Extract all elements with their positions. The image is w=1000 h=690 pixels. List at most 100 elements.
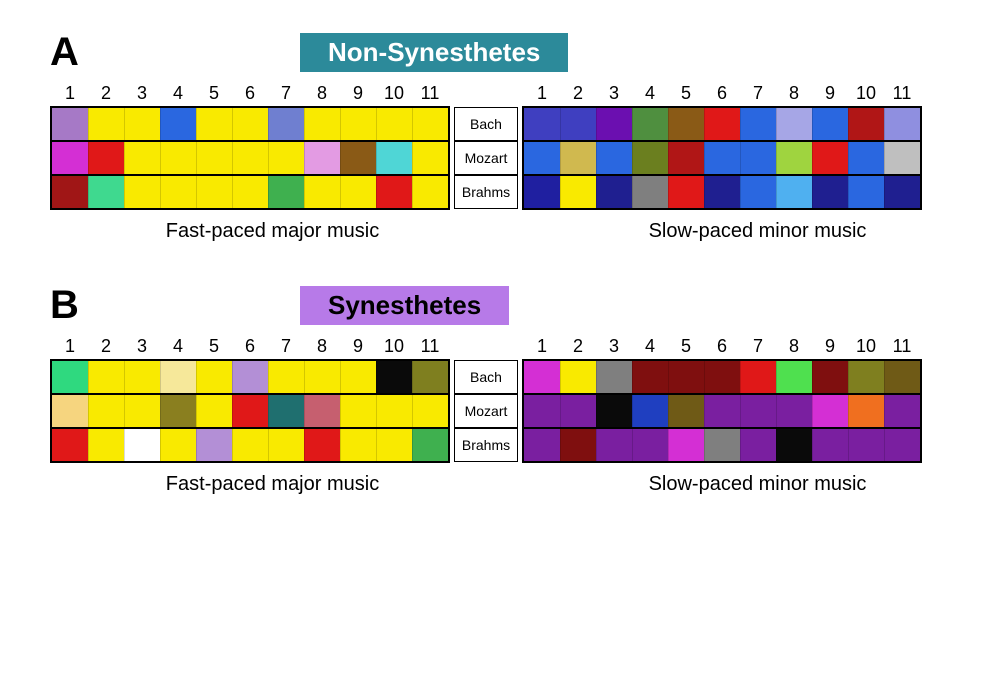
color-cell — [160, 429, 196, 461]
color-cell — [376, 176, 412, 208]
column-number: 6 — [232, 336, 268, 357]
composer-label: Bach — [454, 107, 518, 141]
color-cell — [884, 142, 920, 174]
color-cell — [232, 108, 268, 140]
color-cell — [632, 142, 668, 174]
color-cell — [376, 361, 412, 393]
color-row — [524, 361, 920, 393]
column-number: 3 — [124, 336, 160, 357]
color-cell — [848, 429, 884, 461]
panel-B: BSynesthetes1234567891011BachMozartBrahm… — [50, 283, 950, 496]
color-cell — [560, 176, 596, 208]
color-cell — [268, 142, 304, 174]
color-cell — [632, 108, 668, 140]
color-cell — [668, 176, 704, 208]
column-number: 9 — [340, 336, 376, 357]
color-cell — [848, 142, 884, 174]
color-cell — [412, 361, 448, 393]
left-half: 1234567891011 — [50, 83, 450, 210]
column-number: 3 — [596, 83, 632, 104]
caption-row: Fast-paced major music Slow-paced minor m… — [50, 220, 950, 243]
color-cell — [160, 395, 196, 427]
color-cell — [304, 176, 340, 208]
color-cell — [376, 429, 412, 461]
column-numbers: 1234567891011 — [52, 83, 450, 104]
color-row — [524, 108, 920, 140]
color-cell — [52, 361, 88, 393]
color-cell — [268, 429, 304, 461]
right-half: 1234567891011 — [522, 83, 922, 210]
column-number: 1 — [52, 336, 88, 357]
color-row — [52, 140, 448, 174]
color-cell — [124, 429, 160, 461]
color-cell — [124, 361, 160, 393]
color-cell — [776, 429, 812, 461]
color-cell — [268, 108, 304, 140]
color-cell — [560, 429, 596, 461]
color-cell — [812, 142, 848, 174]
color-cell — [560, 142, 596, 174]
color-row — [52, 393, 448, 427]
column-number: 8 — [776, 83, 812, 104]
color-cell — [412, 395, 448, 427]
color-cell — [740, 108, 776, 140]
color-cell — [776, 108, 812, 140]
column-number: 8 — [304, 83, 340, 104]
column-number: 10 — [848, 83, 884, 104]
grid-wrap: 1234567891011BachMozartBrahms12345678910… — [50, 336, 950, 463]
color-cell — [740, 429, 776, 461]
color-cell — [668, 108, 704, 140]
column-number: 1 — [524, 336, 560, 357]
color-row — [52, 361, 448, 393]
column-number: 7 — [268, 336, 304, 357]
color-cell — [304, 395, 340, 427]
color-cell — [160, 108, 196, 140]
color-cell — [52, 176, 88, 208]
color-cell — [232, 176, 268, 208]
color-cell — [776, 142, 812, 174]
caption-left: Fast-paced major music — [80, 473, 465, 496]
caption-row: Fast-paced major music Slow-paced minor m… — [50, 473, 950, 496]
composer-label: Brahms — [454, 428, 518, 462]
column-number: 4 — [632, 83, 668, 104]
color-cell — [668, 395, 704, 427]
column-number: 2 — [560, 336, 596, 357]
color-cell — [412, 429, 448, 461]
color-row — [52, 174, 448, 208]
column-number: 5 — [668, 83, 704, 104]
color-cell — [232, 429, 268, 461]
color-cell — [232, 361, 268, 393]
color-cell — [596, 361, 632, 393]
column-numbers: 1234567891011 — [52, 336, 450, 357]
column-number: 5 — [196, 336, 232, 357]
color-row — [524, 427, 920, 461]
caption-right: Slow-paced minor music — [565, 473, 950, 496]
color-cell — [884, 395, 920, 427]
color-cell — [340, 108, 376, 140]
color-cell — [704, 108, 740, 140]
column-number: 11 — [884, 336, 920, 357]
color-cell — [232, 142, 268, 174]
color-cell — [884, 176, 920, 208]
color-cell — [124, 176, 160, 208]
color-cell — [524, 429, 560, 461]
color-cell — [812, 176, 848, 208]
column-number: 2 — [88, 83, 124, 104]
color-cell — [596, 429, 632, 461]
panel-letter: A — [50, 30, 110, 75]
color-cell — [668, 429, 704, 461]
panel-header: BSynesthetes — [50, 283, 950, 328]
panel-A: ANon-Synesthetes1234567891011BachMozartB… — [50, 30, 950, 243]
caption-left: Fast-paced major music — [80, 220, 465, 243]
color-cell — [196, 176, 232, 208]
color-cell — [52, 142, 88, 174]
color-cell — [560, 108, 596, 140]
color-cell — [196, 108, 232, 140]
color-cell — [704, 361, 740, 393]
color-cell — [376, 108, 412, 140]
color-cell — [524, 395, 560, 427]
caption-right: Slow-paced minor music — [565, 220, 950, 243]
panel-title: Non-Synesthetes — [300, 33, 568, 72]
color-cell — [812, 395, 848, 427]
color-cell — [740, 395, 776, 427]
